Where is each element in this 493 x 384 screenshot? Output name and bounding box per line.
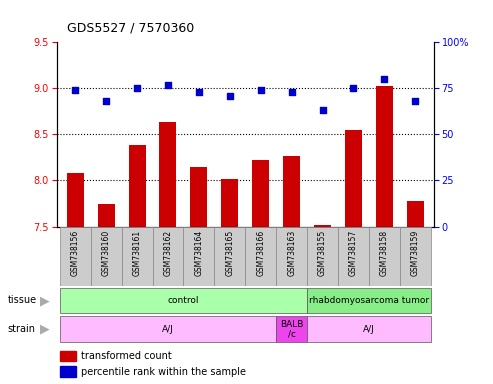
FancyBboxPatch shape — [307, 316, 431, 342]
Text: GSM738159: GSM738159 — [411, 230, 420, 276]
FancyBboxPatch shape — [152, 227, 183, 286]
Bar — [61, 351, 75, 361]
Text: ▶: ▶ — [39, 294, 49, 307]
FancyBboxPatch shape — [214, 227, 245, 286]
Bar — [67, 173, 84, 227]
Bar — [345, 130, 362, 227]
Text: GSM738158: GSM738158 — [380, 230, 389, 276]
Bar — [407, 201, 424, 227]
Text: GSM738165: GSM738165 — [225, 230, 234, 276]
Bar — [129, 146, 145, 227]
Text: tissue: tissue — [7, 295, 36, 306]
Text: GSM738164: GSM738164 — [194, 230, 204, 276]
Bar — [283, 156, 300, 227]
Bar — [98, 204, 115, 227]
Text: ▶: ▶ — [39, 323, 49, 336]
Point — [226, 93, 234, 99]
Text: GSM738166: GSM738166 — [256, 230, 265, 276]
Bar — [314, 225, 331, 227]
Text: rhabdomyosarcoma tumor: rhabdomyosarcoma tumor — [309, 296, 429, 305]
Point — [257, 87, 265, 93]
Point — [411, 98, 419, 104]
FancyBboxPatch shape — [60, 316, 276, 342]
Point — [164, 81, 172, 88]
Point — [350, 85, 357, 91]
FancyBboxPatch shape — [91, 227, 122, 286]
Text: transformed count: transformed count — [81, 351, 172, 361]
FancyBboxPatch shape — [60, 288, 307, 313]
Text: GSM738156: GSM738156 — [70, 230, 80, 276]
Text: GDS5527 / 7570360: GDS5527 / 7570360 — [67, 22, 194, 35]
FancyBboxPatch shape — [122, 227, 152, 286]
FancyBboxPatch shape — [60, 227, 91, 286]
FancyBboxPatch shape — [369, 227, 400, 286]
Point — [195, 89, 203, 95]
Text: GSM738161: GSM738161 — [133, 230, 141, 276]
Text: strain: strain — [7, 324, 35, 334]
FancyBboxPatch shape — [276, 316, 307, 342]
Bar — [190, 167, 208, 227]
Text: GSM738157: GSM738157 — [349, 230, 358, 276]
FancyBboxPatch shape — [183, 227, 214, 286]
Bar — [221, 179, 238, 227]
Text: GSM738162: GSM738162 — [164, 230, 173, 276]
FancyBboxPatch shape — [400, 227, 431, 286]
Bar — [376, 86, 393, 227]
Text: BALB
/c: BALB /c — [280, 319, 303, 339]
FancyBboxPatch shape — [307, 227, 338, 286]
Point — [381, 76, 388, 82]
Text: GSM738155: GSM738155 — [318, 230, 327, 276]
Text: A/J: A/J — [162, 325, 174, 334]
Point — [288, 89, 296, 95]
Text: control: control — [168, 296, 199, 305]
FancyBboxPatch shape — [307, 288, 431, 313]
Bar — [159, 122, 176, 227]
FancyBboxPatch shape — [276, 227, 307, 286]
Text: GSM738160: GSM738160 — [102, 230, 110, 276]
Point — [71, 87, 79, 93]
Point — [318, 108, 326, 114]
FancyBboxPatch shape — [338, 227, 369, 286]
FancyBboxPatch shape — [245, 227, 276, 286]
Bar — [61, 366, 75, 377]
Text: A/J: A/J — [363, 325, 375, 334]
Bar — [252, 160, 269, 227]
Text: percentile rank within the sample: percentile rank within the sample — [81, 366, 246, 377]
Point — [102, 98, 110, 104]
Point — [133, 85, 141, 91]
Text: GSM738163: GSM738163 — [287, 230, 296, 276]
